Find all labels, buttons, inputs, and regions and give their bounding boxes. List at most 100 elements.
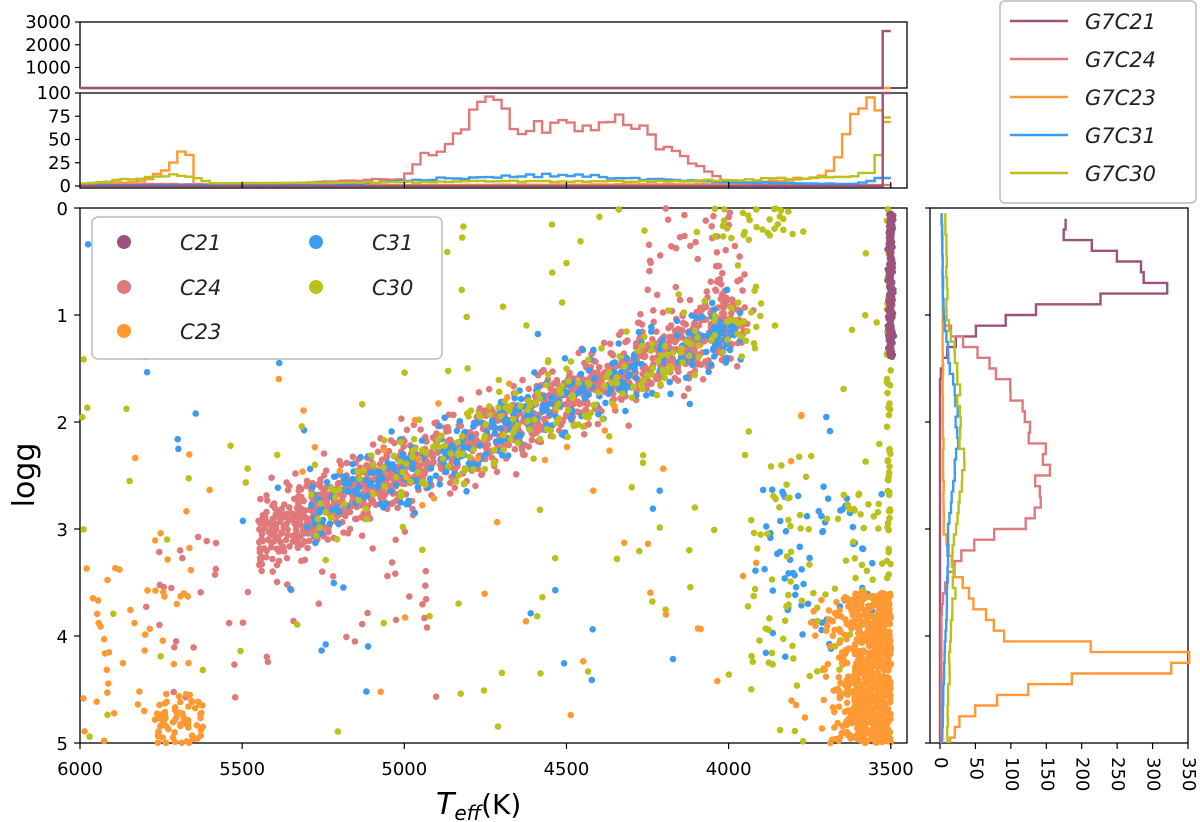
scatter-point-c23 — [169, 734, 177, 741]
scatter-point-c31 — [723, 286, 731, 294]
scatter-point-c30 — [793, 682, 801, 689]
scatter-point-c31 — [708, 299, 716, 307]
scatter-point-c23 — [878, 590, 886, 597]
y-tick-label: 5 — [57, 734, 68, 755]
scatter-point-c30 — [884, 487, 892, 495]
scatter-point-c23 — [401, 614, 409, 621]
scatter-point-c30 — [795, 453, 803, 461]
scatter-point-c30 — [639, 385, 646, 393]
scatter-point-c30 — [749, 658, 757, 665]
scatter-point-c23 — [879, 710, 886, 718]
scatter-point-c30 — [785, 601, 792, 608]
scatter-point-c23 — [104, 689, 111, 696]
scatter-point-c23 — [858, 605, 866, 613]
scatter-point-c31 — [287, 585, 294, 593]
scatter-point-c31 — [656, 346, 664, 353]
scatter-point-c23 — [183, 508, 190, 515]
scatter-point-c30 — [744, 327, 751, 335]
scatter-point-c31 — [384, 459, 392, 467]
scatter-point-c30 — [596, 213, 603, 221]
scatter-point-c31 — [408, 460, 416, 468]
scatter-point-c24 — [179, 554, 186, 562]
scatter-point-c31 — [440, 448, 448, 455]
scatter-point-c24 — [286, 543, 293, 550]
scatter-point-c23 — [886, 695, 894, 702]
teff-hist-g7c21 — [80, 91, 891, 188]
scatter-point-c30 — [656, 524, 664, 531]
scatter-point-c24 — [342, 512, 349, 519]
scatter-point-c31 — [322, 641, 330, 648]
scatter-point-c24 — [710, 212, 717, 220]
scatter-point-c24 — [585, 421, 592, 428]
scatter-point-c30 — [776, 726, 784, 734]
scatter-point-c23 — [857, 666, 864, 674]
scatter-point-c31 — [490, 419, 497, 427]
scatter-point-c31 — [632, 360, 640, 368]
scatter-point-c30 — [691, 504, 699, 511]
scatter-point-c23 — [875, 702, 882, 710]
scatter-point-c24 — [481, 407, 489, 414]
scatter-point-c23 — [844, 691, 851, 699]
scatter-point-c24 — [607, 349, 614, 357]
x-tick-label: 5500 — [219, 759, 265, 780]
scatter-point-c30 — [599, 415, 606, 423]
scatter-point-c30 — [322, 509, 329, 516]
scatter-point-c30 — [455, 472, 463, 479]
scatter-point-c30 — [615, 206, 622, 213]
scatter-point-c21 — [886, 227, 893, 234]
scatter-point-c30 — [757, 531, 764, 538]
scatter-point-c24 — [722, 246, 729, 254]
scatter-point-c30 — [237, 647, 244, 655]
scatter-point-c30 — [840, 491, 848, 499]
scatter-point-c24 — [383, 454, 391, 461]
scatter-point-c23 — [100, 737, 108, 745]
scatter-point-c31 — [785, 570, 792, 577]
scatter-point-c23 — [866, 656, 874, 664]
scatter-point-c24 — [272, 525, 280, 533]
scatter-point-c23 — [173, 600, 181, 608]
scatter-point-c24 — [401, 480, 409, 488]
scatter-point-c24 — [358, 532, 366, 539]
scatter-point-c31 — [869, 559, 876, 567]
scatter-point-c30 — [869, 576, 876, 583]
scatter-point-c30 — [667, 365, 674, 373]
scatter-point-c24 — [283, 554, 291, 562]
scatter-point-c23 — [579, 658, 587, 665]
scatter-point-c24 — [713, 249, 721, 256]
scatter-point-c31 — [615, 340, 622, 347]
scatter-point-c30 — [530, 455, 537, 463]
scatter-point-c30 — [679, 359, 686, 366]
scatter-point-c24 — [637, 310, 644, 318]
scatter-point-c30 — [358, 401, 366, 408]
scatter-point-c30 — [786, 494, 793, 502]
scatter-point-c30 — [721, 206, 728, 213]
scatter-point-c24 — [422, 461, 430, 469]
scatter-point-c31 — [413, 477, 420, 485]
hist-top-lower-tick-label: 50 — [48, 130, 71, 151]
scatter-point-c24 — [681, 211, 688, 219]
scatter-point-c30 — [789, 642, 796, 650]
scatter-point-c23 — [173, 711, 181, 718]
scatter-point-c24 — [343, 459, 351, 467]
scatter-point-c24 — [475, 389, 483, 396]
scatter-point-c30 — [738, 353, 745, 360]
scatter-point-c23 — [887, 684, 894, 692]
scatter-point-c24 — [358, 620, 366, 628]
scatter-point-c30 — [548, 221, 556, 228]
legend-label-g7c24: G7C24 — [1085, 48, 1156, 72]
scatter-point-c23 — [853, 635, 861, 643]
scatter-point-c23 — [854, 675, 861, 682]
scatter-point-c30 — [887, 367, 894, 374]
scatter-point-c30 — [719, 222, 727, 230]
scatter-point-c24 — [262, 522, 269, 530]
scatter-point-c21 — [887, 215, 894, 221]
scatter-point-c31 — [800, 580, 807, 588]
scatter-point-c30 — [381, 483, 388, 490]
scatter-point-c23 — [141, 647, 148, 654]
scatter-point-c31 — [388, 428, 395, 435]
scatter-point-c31 — [362, 476, 370, 484]
scatter-point-c30 — [753, 206, 760, 213]
scatter-point-c24 — [625, 422, 632, 430]
scatter-point-c30 — [727, 316, 734, 324]
scatter-point-c30 — [457, 690, 465, 697]
